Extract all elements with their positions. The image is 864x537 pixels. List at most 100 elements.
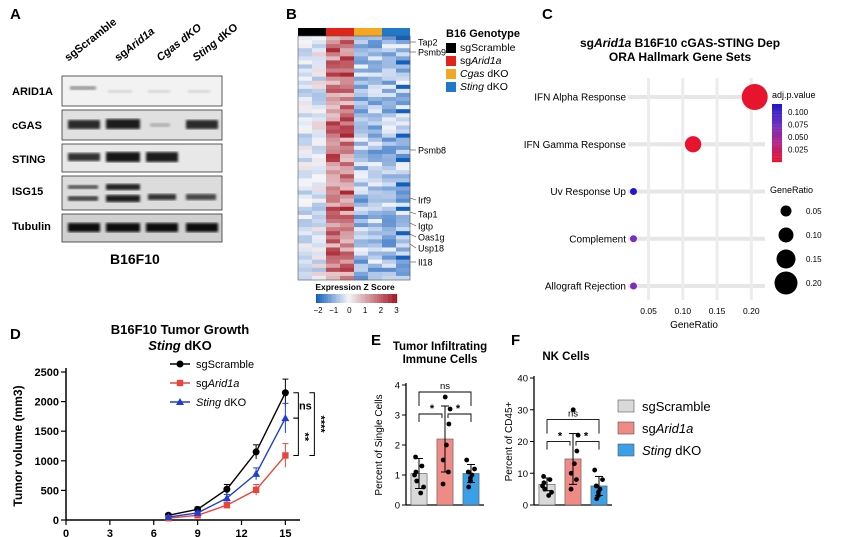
heatmap-cell	[298, 121, 313, 126]
legend-label-gene: Arid1a	[207, 378, 240, 390]
colorbar-step	[391, 294, 394, 303]
bar-datapoint	[418, 490, 424, 496]
heatmap-cell	[354, 149, 369, 155]
panel-label-a: A	[10, 6, 21, 23]
legend-size-title: GeneRatio	[770, 185, 813, 195]
colorbar-title: Expression Z Score	[315, 282, 395, 292]
bar-datapoint	[446, 421, 452, 427]
cell-line-label: B16F10	[110, 251, 160, 267]
growth-ylabel: Tumor volume (mm3)	[11, 385, 25, 506]
bar-datapoint	[574, 477, 579, 482]
heatmap-cell	[368, 255, 383, 260]
heatmap-cell	[340, 84, 355, 90]
heatmap-cell	[396, 145, 411, 151]
growth-ytick-label: 2500	[35, 367, 59, 379]
heatmap-cell	[368, 162, 383, 167]
heatmap-cell	[326, 194, 341, 199]
heatmap-cell	[368, 243, 383, 248]
heatmap-cell	[326, 97, 341, 102]
heatmap-cell	[382, 117, 397, 122]
band	[70, 86, 96, 90]
colorbar-step	[318, 294, 321, 303]
heatmap-cell	[298, 255, 313, 260]
heatmap-cell	[312, 141, 327, 147]
heatmap-cell	[354, 243, 369, 248]
heatmap-cell	[298, 174, 313, 179]
legend-color-step	[772, 151, 782, 154]
colorbar-tick-label: −2	[313, 306, 323, 315]
heatmap-cell	[298, 64, 313, 69]
gene-label-tap2: Tap2	[418, 38, 438, 48]
heatmap-cell	[340, 145, 355, 151]
legend-color-step	[772, 160, 782, 163]
colorbar-step	[316, 294, 318, 303]
legend-color-step	[772, 141, 782, 144]
heatmap-cell	[312, 263, 327, 269]
bar-datapoint	[547, 477, 553, 482]
heatmap-cell	[382, 170, 397, 175]
heatmap-cell	[354, 92, 369, 98]
growth-ytick-label: 500	[41, 485, 59, 497]
colorbar-step	[371, 294, 373, 303]
genotype-bar-1	[326, 28, 354, 36]
heatmap-cell	[340, 223, 355, 228]
heatmap-cell	[368, 125, 383, 130]
heatmap-cell	[354, 56, 369, 61]
heatmap-cell	[354, 271, 369, 277]
growth-xtick-label: 15	[279, 528, 291, 537]
heatmap-cell	[312, 231, 327, 236]
heatmap-cell	[298, 92, 313, 98]
heatmap-cell	[298, 72, 313, 77]
legend-color-step	[772, 127, 782, 129]
heatmap-cell	[326, 162, 341, 167]
growth-point	[222, 494, 231, 502]
legend-size-label: 0.15	[806, 255, 822, 264]
legend-item-sgscramble: sgScramble	[446, 42, 515, 55]
heatmap-cell	[340, 259, 355, 265]
bar-datapoint	[549, 489, 554, 495]
heatmap-cell	[340, 267, 355, 273]
row-label-sting: STING	[12, 154, 46, 166]
heatmap-cell	[396, 64, 411, 69]
heatmap-cell	[298, 194, 313, 199]
heatmap-cell	[312, 223, 327, 228]
bar-sig-bracket	[546, 441, 571, 450]
heatmap-cell	[396, 170, 411, 175]
heatmap-cell	[396, 105, 411, 110]
legend-swatch	[446, 82, 456, 93]
heatmap-cell	[354, 202, 369, 208]
heatmap-cell	[326, 231, 341, 236]
heatmap-cell	[382, 101, 397, 106]
heatmap-cell	[396, 141, 411, 147]
heatmap-cell	[326, 40, 341, 45]
heatmap-cell	[396, 251, 411, 256]
heatmap-cell	[298, 88, 313, 94]
heatmap-cell	[298, 251, 313, 256]
heatmap-cell	[340, 80, 355, 86]
heatmap-cell	[298, 275, 313, 281]
band	[186, 120, 218, 129]
heatmap-cell	[312, 275, 327, 281]
heatmap-cell	[368, 109, 383, 114]
growth-title: B16F10 Tumor Growth	[111, 322, 250, 337]
growth-legend-label: sgScramble	[196, 359, 254, 371]
bar-sig-label: *	[558, 431, 563, 443]
heatmap-cell	[312, 52, 327, 57]
heatmap-cell	[382, 97, 397, 102]
heatmap-cell	[382, 210, 397, 216]
heatmap-cell	[326, 190, 341, 195]
heatmap-cell	[298, 101, 313, 106]
band	[68, 223, 100, 232]
band	[106, 223, 140, 232]
heatmap-cell	[312, 174, 327, 179]
heatmap-cell	[340, 68, 355, 73]
heatmap-cell	[340, 174, 355, 179]
heatmap-cell	[298, 259, 313, 265]
heatmap-cell	[382, 133, 397, 138]
heatmap-cell	[340, 109, 355, 114]
legend-label-prefix: sg	[642, 421, 656, 436]
bar-datapoint	[413, 454, 418, 460]
heatmap-cell	[396, 259, 411, 265]
heatmap-cell	[368, 206, 383, 212]
